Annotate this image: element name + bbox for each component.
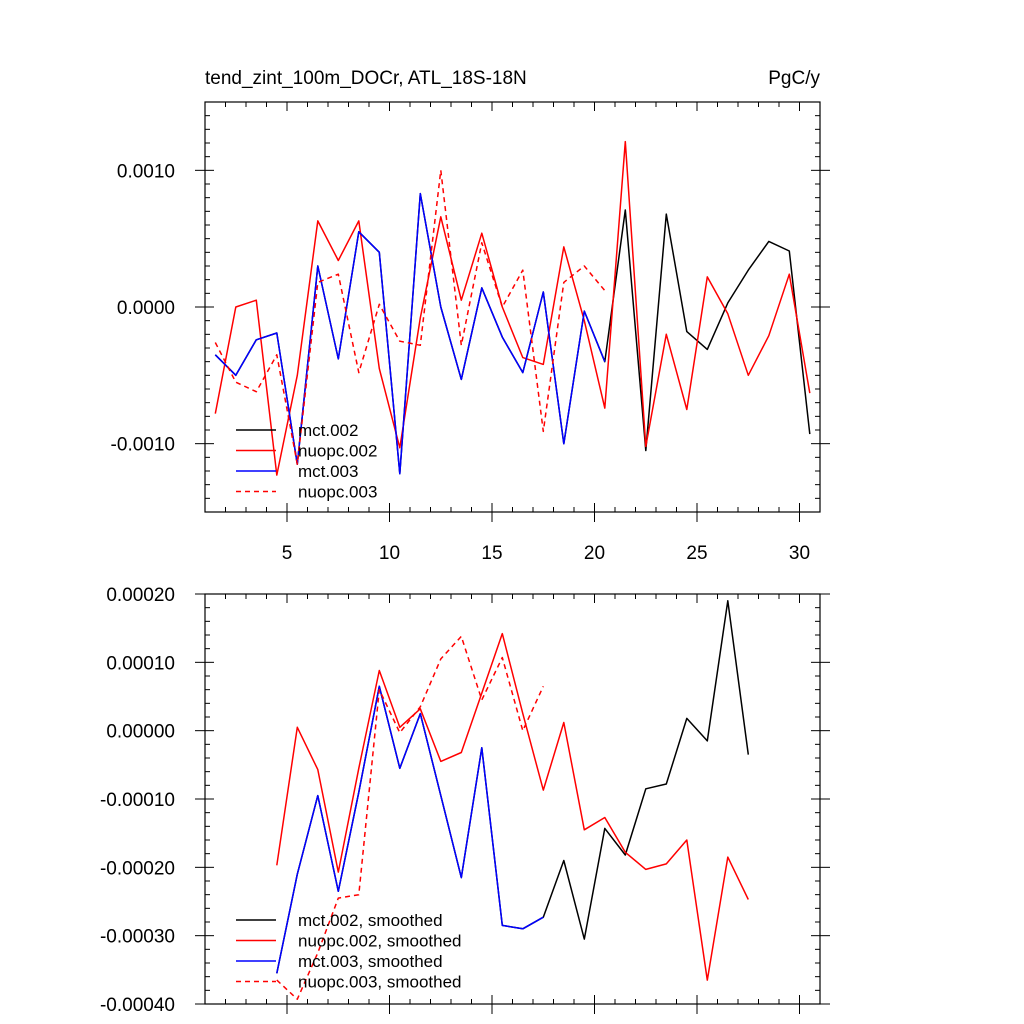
bottom-panel: 0.00020 0.00010 0.00000 -0.00010 -0.00020 -0.…	[100, 585, 830, 1016]
x-tick-label: 10	[379, 543, 400, 564]
x-tick-label: 25	[686, 543, 707, 564]
top-plot-frame	[204, 101, 821, 513]
bottom-legend: mct.002, smoothed nuopc.002, smoothedmct.…	[236, 911, 462, 992]
legend-label: nuopc.002	[298, 442, 377, 461]
y-tick-label: 0.00000	[106, 722, 175, 743]
y-tick-label: 0.0010	[117, 161, 175, 182]
y-tick-label: 0.00020	[106, 585, 175, 606]
legend-label: mct.003	[298, 462, 358, 481]
bottom-axis-ticks: 0.00020 0.00010 0.00000 -0.00010 -0.00020 -0.…	[100, 585, 830, 1016]
bottom-plot-frame	[204, 593, 821, 1005]
y-tick-label: -0.00020	[100, 858, 175, 879]
y-tick-label: -0.00030	[100, 927, 175, 948]
y-tick-label: 0.00010	[106, 653, 175, 674]
units-label: PgC/y	[768, 68, 820, 89]
legend-label: mct.003, smoothed	[298, 952, 443, 971]
top-plot-lines	[214, 140, 811, 476]
legend-label: nuopc.002, smoothed	[298, 932, 462, 951]
series-line-3	[214, 169, 606, 465]
series-line-1	[276, 632, 749, 981]
top-axis-ticks: 0.0010 0.0000 -0.0010 5 10 15 20 25 30	[111, 101, 830, 564]
series-line-1	[214, 140, 811, 476]
top-panel: tend_zint_100m_DOCr, ATL_18S-18N PgC/y 0…	[111, 68, 830, 564]
legend-label: nuopc.003, smoothed	[298, 973, 462, 992]
y-tick-label: -0.00040	[100, 995, 175, 1016]
y-tick-label: 0.0000	[117, 298, 175, 319]
legend-label: nuopc.003	[298, 483, 377, 502]
chart-title: tend_zint_100m_DOCr, ATL_18S-18N	[205, 68, 527, 89]
bottom-plot-lines	[276, 600, 750, 1000]
legend-label: mct.002, smoothed	[298, 911, 443, 930]
series-line-2	[214, 192, 606, 475]
y-tick-label: -0.0010	[111, 435, 175, 456]
x-tick-label: 15	[481, 543, 502, 564]
series-line-3	[276, 635, 544, 1000]
series-line-2	[276, 685, 544, 974]
x-tick-label: 20	[584, 543, 605, 564]
x-tick-label: 5	[282, 543, 293, 564]
x-tick-label: 30	[789, 543, 810, 564]
legend-label: mct.002	[298, 421, 358, 440]
y-tick-label: -0.00010	[100, 790, 175, 811]
